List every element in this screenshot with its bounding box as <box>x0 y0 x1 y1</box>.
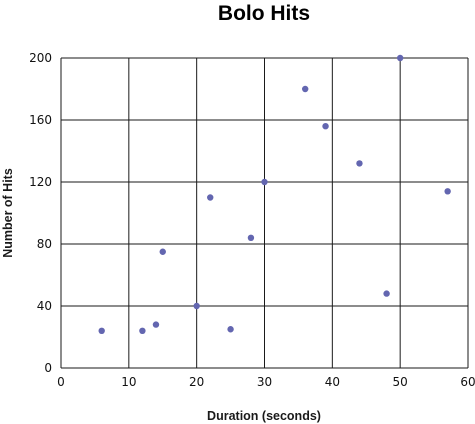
data-point <box>193 302 200 310</box>
y-axis-ticks: 0 40 80 120 160 200 <box>29 51 52 375</box>
data-point <box>159 248 166 255</box>
y-tick-label: 80 <box>37 237 52 251</box>
x-axis-ticks: 0 10 20 30 40 50 60 <box>57 375 475 389</box>
data-point <box>322 123 329 130</box>
data-point <box>444 188 451 195</box>
y-axis-label: Number of Hits <box>1 168 15 258</box>
data-point <box>261 178 268 186</box>
data-point <box>302 85 309 93</box>
data-point <box>152 321 160 328</box>
data-point <box>98 327 105 334</box>
data-point <box>247 234 255 241</box>
y-tick-label: 160 <box>29 113 52 127</box>
x-tick-label: 30 <box>257 375 272 389</box>
grid <box>60 57 469 369</box>
x-tick-label: 50 <box>393 375 408 389</box>
data-point <box>396 54 404 62</box>
y-tick-label: 40 <box>37 299 52 313</box>
x-tick-label: 20 <box>189 375 204 389</box>
y-tick-label: 0 <box>44 361 52 375</box>
x-tick-label: 60 <box>460 375 475 389</box>
data-point <box>207 194 214 201</box>
y-tick-label: 120 <box>29 175 52 189</box>
y-tick-label: 200 <box>29 51 52 65</box>
chart-title: Bolo Hits <box>218 2 310 25</box>
data-points <box>98 54 451 334</box>
data-point <box>383 290 390 297</box>
x-tick-label: 10 <box>121 375 136 389</box>
data-point <box>227 326 234 333</box>
x-tick-label: 40 <box>325 375 340 389</box>
x-tick-label: 0 <box>57 375 65 389</box>
x-axis-label: Duration (seconds) <box>207 409 321 423</box>
data-point <box>356 160 363 167</box>
data-point <box>139 327 146 334</box>
